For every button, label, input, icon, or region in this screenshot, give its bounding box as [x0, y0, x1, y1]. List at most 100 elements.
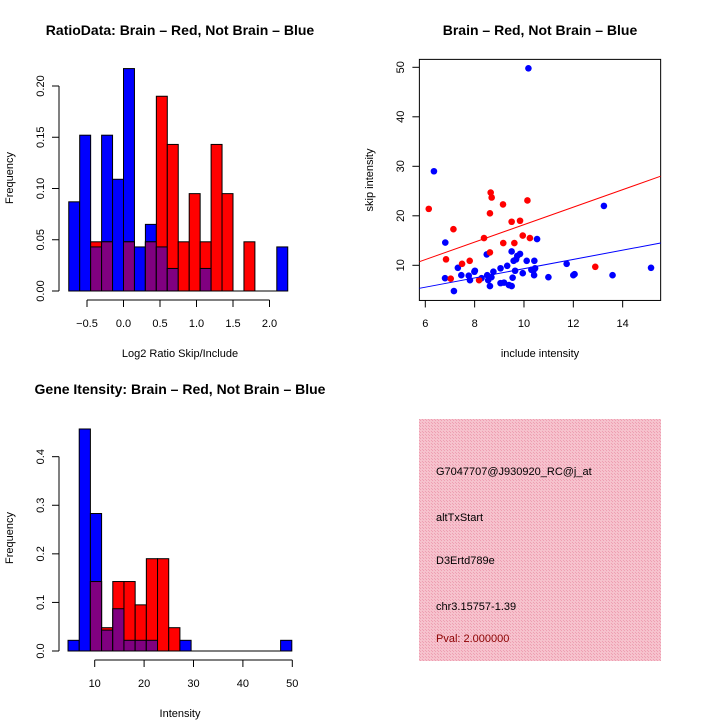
point-not-brain	[545, 273, 552, 281]
gene-intensity-histogram: Gene Itensity: Brain – Red, Not Brain – …	[4, 381, 326, 720]
point-not-brain	[647, 264, 655, 272]
bar-overlap	[123, 639, 136, 652]
bar-not-brain	[67, 639, 80, 652]
point-not-brain	[471, 267, 479, 275]
point-not-brain	[454, 264, 462, 272]
point-not-brain	[509, 274, 516, 281]
point-brain	[486, 210, 494, 217]
y-tick-label: 0.00	[35, 280, 47, 301]
x-tick-label: 1.5	[225, 318, 240, 330]
point-not-brain	[609, 271, 616, 279]
x-tick-label: 10	[89, 678, 101, 690]
point-not-brain	[441, 239, 449, 246]
x-tick-label: 30	[187, 678, 199, 690]
point-not-brain	[530, 271, 538, 279]
point-not-brain	[523, 257, 530, 265]
x-tick-label: 14	[617, 318, 629, 330]
info-panel: G7047707@J930920_RC@j_at altTxStart D3Er…	[419, 419, 661, 661]
bar-brain	[168, 627, 181, 652]
bar-not-brain	[179, 639, 192, 652]
x-tick-label: 0.5	[152, 318, 167, 330]
y-tick-label: 0.10	[35, 178, 47, 199]
point-not-brain	[531, 257, 538, 265]
pval-text: Pval: 2.000000	[436, 633, 509, 645]
point-brain	[425, 205, 433, 213]
point-brain	[486, 249, 494, 256]
y-tick-label: 0.20	[35, 75, 47, 96]
point-brain	[447, 275, 455, 282]
bar-overlap	[101, 241, 114, 292]
x-tick-label: 6	[422, 318, 428, 330]
bar-overlap	[199, 267, 212, 292]
bar-brain	[210, 143, 223, 292]
point-brain	[526, 234, 534, 242]
point-not-brain	[486, 282, 494, 290]
y-tick-label: 50	[395, 61, 407, 73]
point-brain	[516, 217, 524, 225]
x-tick-label: 8	[472, 318, 478, 330]
point-not-brain	[519, 269, 527, 277]
fit-line-brain	[419, 175, 661, 263]
y-tick-label: 40	[395, 111, 407, 123]
y-axis-label: Frequency	[4, 512, 16, 564]
point-not-brain	[563, 260, 570, 268]
point-not-brain	[497, 264, 504, 272]
bar-not-brain	[78, 428, 91, 652]
x-tick-label: 2.0	[262, 318, 277, 330]
point-not-brain	[508, 282, 515, 290]
y-tick-label: 0.05	[35, 229, 47, 250]
point-not-brain	[450, 287, 458, 295]
point-not-brain	[600, 202, 608, 210]
x-tick-label: −0.5	[76, 318, 98, 330]
point-not-brain	[466, 276, 474, 284]
bar-not-brain	[68, 201, 81, 292]
point-not-brain	[430, 167, 438, 175]
bar-not-brain	[276, 246, 289, 292]
point-not-brain	[458, 271, 465, 279]
bar-overlap	[89, 581, 103, 652]
y-tick-label: 30	[395, 160, 407, 172]
bar-overlap	[90, 246, 103, 292]
point-not-brain	[503, 262, 511, 270]
x-tick-label: 40	[237, 678, 249, 690]
probe-id: G7047707@J930920_RC@j_at	[436, 466, 592, 478]
point-brain	[466, 257, 474, 265]
bar-overlap	[134, 639, 147, 652]
bar-brain	[157, 558, 170, 652]
gene-name: D3Ertd789e	[436, 555, 495, 567]
bar-not-brain	[79, 134, 92, 292]
y-tick-label: 0.2	[35, 546, 47, 561]
point-brain	[499, 201, 507, 208]
intensity-scatter: Brain – Red, Not Brain – Blue include in…	[364, 22, 662, 360]
bar-brain	[188, 193, 201, 292]
chart-title: RatioData: Brain – Red, Not Brain – Blue	[46, 22, 315, 38]
y-axis-label: Frequency	[4, 152, 16, 204]
bar-overlap	[123, 241, 135, 292]
chart-title: Brain – Red, Not Brain – Blue	[443, 22, 638, 38]
point-brain	[499, 239, 507, 247]
point-brain	[458, 260, 466, 268]
point-not-brain	[441, 274, 449, 282]
fit-line-not-brain	[419, 242, 661, 289]
bar-overlap	[145, 639, 159, 652]
y-tick-label: 0.4	[35, 449, 47, 464]
bar-brain	[243, 241, 256, 292]
plot-area: −0.5 0.0 0.5 1.0 1.5 2.0 0.00 0.05 0.10 0.15 0.20	[35, 68, 289, 330]
location: chr3.15757-1.39	[436, 601, 516, 613]
y-tick-label: 0.0	[35, 643, 47, 658]
x-axis-label: include intensity	[501, 348, 580, 360]
y-tick-label: 10	[395, 259, 407, 271]
bar-not-brain	[133, 246, 146, 292]
point-not-brain	[571, 270, 578, 278]
x-tick-label: 0.0	[116, 318, 131, 330]
point-brain	[488, 194, 495, 201]
y-axis-label: skip intensity	[364, 148, 376, 211]
point-not-brain	[508, 248, 515, 255]
point-brain	[524, 197, 531, 204]
point-brain	[508, 218, 515, 226]
ratio-histogram: RatioData: Brain – Red, Not Brain – Blue…	[4, 22, 314, 360]
bar-overlap	[155, 246, 168, 292]
bar-brain	[221, 193, 234, 292]
point-not-brain	[516, 250, 524, 258]
y-tick-label: 0.3	[35, 498, 47, 513]
